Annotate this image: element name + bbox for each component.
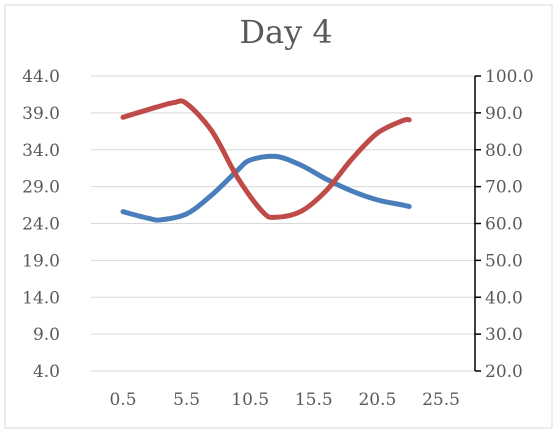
x-tick-label: 10.5: [231, 390, 269, 410]
series-line-blue: [120, 153, 412, 223]
y-tick-label: 19.0: [22, 251, 60, 271]
y2-tick-label: 100.0: [485, 67, 534, 87]
y2-tick-label: 60.0: [485, 215, 523, 235]
y2-tick-label: 90.0: [485, 104, 523, 124]
y2-tick-label: 40.0: [485, 288, 523, 308]
chart-title: Day 4: [239, 13, 332, 51]
y2-tick-label: 30.0: [485, 325, 523, 345]
y-tick-label: 39.0: [22, 104, 60, 124]
tick-labels: 4.0 9.0 14.0 19.0 24.0 29.0 34.0 39.0 44.0 20.0 30…: [22, 67, 534, 410]
x-tick-label: 25.5: [422, 390, 460, 410]
x-tick-label: 5.5: [173, 390, 200, 410]
y-tick-label: 14.0: [22, 288, 60, 308]
x-tick-label: 15.5: [295, 390, 333, 410]
axes: [91, 75, 481, 372]
gridlines: [91, 75, 475, 335]
y-tick-label: 34.0: [22, 141, 60, 161]
y-tick-label: 4.0: [33, 362, 60, 382]
y-tick-label: 24.0: [22, 215, 60, 235]
y-tick-label: 9.0: [33, 325, 60, 345]
series-line-red: [120, 98, 412, 220]
series-lines: [120, 98, 412, 223]
x-tick-label: 20.5: [358, 390, 396, 410]
y-tick-label: 29.0: [22, 178, 60, 198]
y2-tick-label: 50.0: [485, 251, 523, 271]
y2-tick-label: 80.0: [485, 141, 523, 161]
y-tick-label: 44.0: [22, 67, 60, 87]
y2-tick-label: 20.0: [485, 362, 523, 382]
y2-tick-label: 70.0: [485, 178, 523, 198]
x-tick-label: 0.5: [109, 390, 136, 410]
